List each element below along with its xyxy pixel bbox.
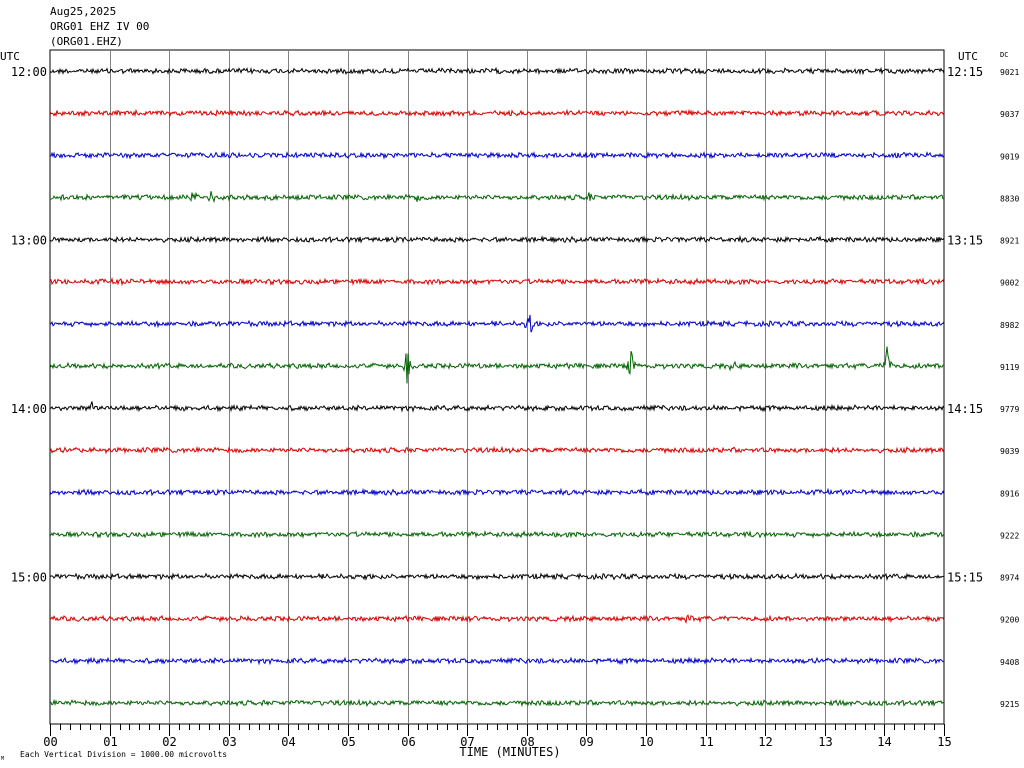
x-tick-label: 09	[579, 735, 593, 749]
x-tick-label: 03	[222, 735, 236, 749]
trace-line	[49, 346, 945, 384]
x-tick-label: 07	[460, 735, 474, 749]
dc-header-label: DC	[1000, 51, 1008, 59]
left-utc-label: UTC	[0, 50, 20, 63]
dc-value-label: 9021	[1000, 68, 1019, 77]
x-axis-label: TIME (MINUTES)	[459, 745, 560, 759]
trace-line	[49, 150, 945, 160]
trace-line	[49, 698, 945, 708]
header-station: ORG01 EHZ IV 00	[50, 20, 150, 33]
x-tick-label: 08	[520, 735, 534, 749]
trace-line	[49, 401, 945, 413]
x-tick-label: 14	[877, 735, 891, 749]
trace-line	[49, 614, 945, 625]
right-hour-label: 14:15	[947, 402, 983, 416]
dc-value-label: 9119	[1000, 363, 1019, 372]
trace-line	[49, 276, 945, 287]
scale-note: Each Vertical Division = 1000.00 microvo…	[20, 750, 227, 759]
dc-value-label: 8830	[1000, 194, 1019, 203]
x-tick-label: 13	[818, 735, 832, 749]
trace-line	[49, 234, 945, 244]
x-tick-label: 02	[162, 735, 176, 749]
x-tick-label: 11	[699, 735, 713, 749]
dc-value-label: 9408	[1000, 658, 1019, 667]
right-hour-label: 12:15	[947, 65, 983, 79]
trace-line	[49, 529, 945, 539]
header-date: Aug25,2025	[50, 5, 117, 18]
left-hour-label: 12:00	[11, 65, 47, 79]
trace-line	[49, 108, 945, 118]
left-hour-label: 15:00	[11, 571, 47, 585]
trace-line	[49, 66, 945, 76]
left-hour-label: 13:00	[11, 234, 47, 248]
trace-line	[49, 656, 945, 666]
corner-mark: M	[1, 756, 4, 762]
x-tick-label: 05	[341, 735, 355, 749]
right-hour-label: 15:15	[947, 571, 983, 585]
dc-value-label: 9037	[1000, 110, 1019, 119]
chart-labels: 9021 9037 9019 8830 8921 9002 8982 9119 9779 9039…	[0, 50, 1019, 762]
x-tick-label: 04	[281, 735, 295, 749]
left-hour-label: 14:00	[11, 402, 47, 416]
x-tick-label: 06	[401, 735, 415, 749]
x-tick-label: 10	[639, 735, 653, 749]
dc-value-label: 9002	[1000, 279, 1019, 288]
dc-value-label: 9200	[1000, 616, 1019, 625]
trace-line	[49, 572, 945, 581]
dc-value-label: 9779	[1000, 405, 1019, 414]
dc-value-label: 8974	[1000, 574, 1019, 583]
header-channel: (ORG01.EHZ)	[50, 35, 123, 48]
dc-value-label: 9039	[1000, 447, 1019, 456]
trace-line	[49, 314, 945, 333]
chart-grid	[49, 49, 945, 725]
dc-value-label: 8921	[1000, 237, 1019, 246]
dc-value-label: 9215	[1000, 700, 1019, 709]
x-tick-label: 15	[937, 735, 951, 749]
dc-value-label: 9222	[1000, 531, 1019, 540]
x-tick-label: 12	[758, 735, 772, 749]
x-axis-ticks	[50, 724, 945, 736]
dc-value-label: 8916	[1000, 489, 1019, 498]
trace-line	[49, 191, 944, 204]
right-hour-label: 13:15	[947, 234, 983, 248]
trace-group	[49, 66, 945, 708]
trace-line	[49, 445, 945, 455]
x-tick-label: 01	[103, 735, 117, 749]
right-utc-label: UTC	[958, 50, 978, 63]
dc-value-label: 9019	[1000, 152, 1019, 161]
trace-line	[49, 487, 945, 497]
x-tick-label: 00	[43, 735, 57, 749]
plot-frame	[49, 49, 945, 725]
dc-value-label: 8982	[1000, 321, 1019, 330]
